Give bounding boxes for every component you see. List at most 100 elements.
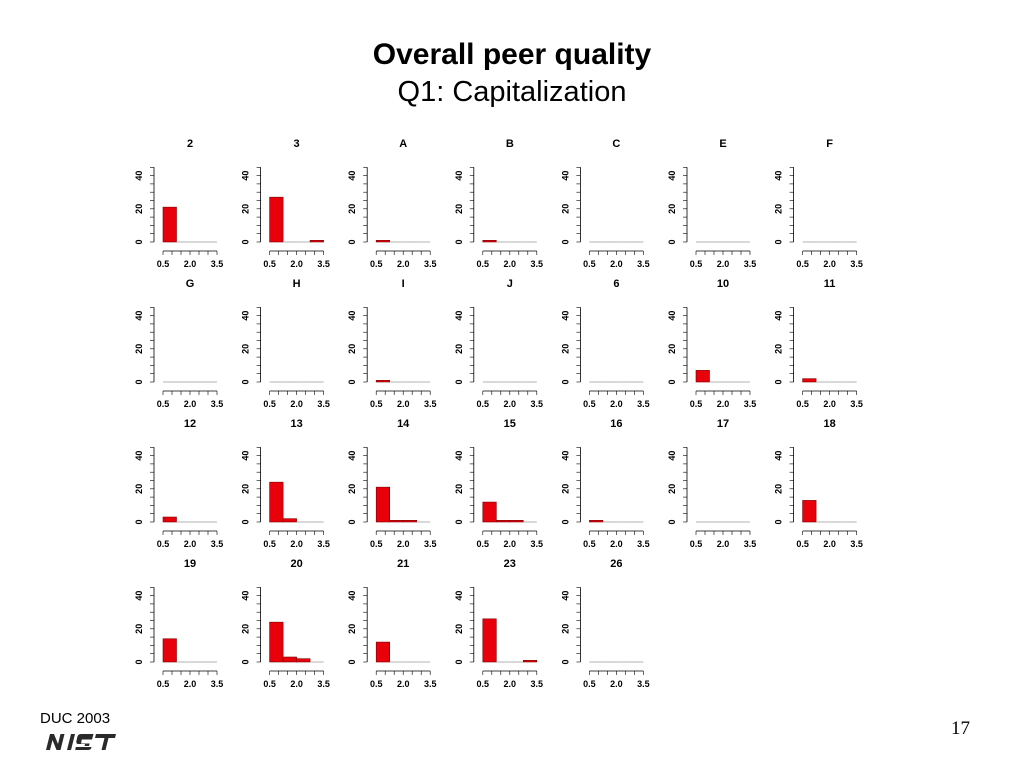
y-tick-label: 40: [560, 451, 570, 461]
x-tick-label: 0.5: [690, 539, 703, 549]
y-tick-label: 20: [454, 484, 464, 494]
y-tick-label: 20: [134, 204, 144, 214]
y-tick-label: 40: [774, 451, 784, 461]
panel-title: 16: [610, 418, 622, 430]
y-tick-label: 20: [667, 484, 677, 494]
panel-title: E: [719, 138, 726, 150]
histogram-bar: [509, 520, 524, 523]
histogram-bar: [522, 660, 538, 663]
panel-title: 6: [613, 278, 619, 290]
y-tick-label: 40: [667, 171, 677, 181]
y-tick-label: 0: [774, 239, 784, 244]
y-tick-label: 0: [560, 519, 570, 524]
x-tick-label: 0.5: [796, 539, 809, 549]
x-tick-label: 0.5: [370, 399, 383, 409]
panel-title: 21: [397, 558, 409, 570]
histogram-bar: [589, 520, 604, 523]
histogram-bar: [802, 378, 817, 383]
y-tick-label: 20: [134, 624, 144, 634]
x-tick-label: 2.0: [290, 539, 303, 549]
x-tick-label: 3.5: [637, 679, 650, 689]
y-tick-label: 0: [560, 239, 570, 244]
histogram-bar: [282, 656, 297, 663]
slide-subtitle: Q1: Capitalization: [397, 76, 627, 108]
page-number: 17: [951, 718, 970, 739]
y-tick-label: 40: [241, 591, 251, 601]
x-tick-label: 0.5: [796, 399, 809, 409]
x-tick-label: 2.0: [717, 399, 730, 409]
y-tick-label: 20: [774, 204, 784, 214]
y-tick-label: 20: [134, 344, 144, 354]
y-tick-label: 40: [667, 451, 677, 461]
y-tick-label: 40: [347, 171, 357, 181]
x-tick-label: 0.5: [583, 679, 596, 689]
histogram-bar: [162, 516, 177, 523]
y-tick-label: 0: [454, 379, 464, 384]
panel-title: 17: [717, 418, 729, 430]
panel-title: 12: [184, 418, 196, 430]
x-tick-label: 0.5: [690, 399, 703, 409]
y-tick-label: 40: [454, 591, 464, 601]
x-tick-label: 2.0: [610, 259, 623, 269]
y-tick-label: 40: [347, 311, 357, 321]
panel-title: A: [399, 138, 407, 150]
x-tick-label: 3.5: [744, 539, 757, 549]
y-tick-label: 20: [347, 484, 357, 494]
x-tick-label: 3.5: [211, 259, 224, 269]
x-tick-label: 3.5: [424, 679, 437, 689]
histogram-bar: [482, 618, 497, 663]
histogram-bar: [269, 481, 284, 523]
y-tick-label: 0: [774, 519, 784, 524]
histogram-bar: [296, 658, 311, 663]
y-tick-label: 40: [241, 311, 251, 321]
y-tick-label: 40: [560, 311, 570, 321]
panel-title: 18: [823, 418, 835, 430]
y-tick-label: 0: [347, 379, 357, 384]
y-tick-label: 0: [667, 519, 677, 524]
y-tick-label: 40: [347, 451, 357, 461]
x-tick-label: 3.5: [211, 539, 224, 549]
histogram-bar: [162, 206, 177, 243]
x-tick-label: 0.5: [263, 679, 276, 689]
histogram-bar: [802, 500, 817, 523]
x-tick-label: 0.5: [477, 399, 490, 409]
x-tick-label: 2.0: [290, 679, 303, 689]
x-tick-label: 0.5: [263, 399, 276, 409]
x-tick-label: 0.5: [370, 539, 383, 549]
y-tick-label: 40: [774, 171, 784, 181]
panel-title: G: [186, 278, 195, 290]
panel-title: J: [507, 278, 513, 290]
x-tick-label: 3.5: [531, 539, 544, 549]
y-tick-label: 40: [560, 591, 570, 601]
panel-title: 20: [290, 558, 302, 570]
y-tick-label: 40: [560, 171, 570, 181]
y-tick-label: 20: [774, 344, 784, 354]
x-tick-label: 2.0: [397, 399, 410, 409]
x-tick-label: 2.0: [290, 259, 303, 269]
y-tick-label: 20: [560, 344, 570, 354]
x-tick-label: 2.0: [504, 679, 517, 689]
histogram-bar: [695, 370, 710, 383]
y-tick-label: 0: [454, 239, 464, 244]
y-tick-label: 0: [667, 379, 677, 384]
x-tick-label: 3.5: [424, 539, 437, 549]
x-tick-label: 3.5: [531, 679, 544, 689]
x-tick-label: 3.5: [211, 679, 224, 689]
x-tick-label: 2.0: [610, 539, 623, 549]
y-tick-label: 40: [134, 591, 144, 601]
histogram-bar: [269, 621, 284, 663]
histogram-bar: [482, 240, 497, 243]
y-tick-label: 20: [241, 344, 251, 354]
y-tick-label: 0: [454, 519, 464, 524]
y-tick-label: 0: [241, 239, 251, 244]
x-tick-label: 3.5: [637, 539, 650, 549]
x-tick-label: 2.0: [184, 539, 197, 549]
x-tick-label: 0.5: [583, 259, 596, 269]
histogram-bar: [482, 501, 497, 523]
footer-text: DUC 2003: [40, 710, 111, 727]
y-tick-label: 20: [454, 624, 464, 634]
x-tick-label: 2.0: [184, 679, 197, 689]
x-tick-label: 2.0: [610, 399, 623, 409]
y-tick-label: 20: [560, 484, 570, 494]
